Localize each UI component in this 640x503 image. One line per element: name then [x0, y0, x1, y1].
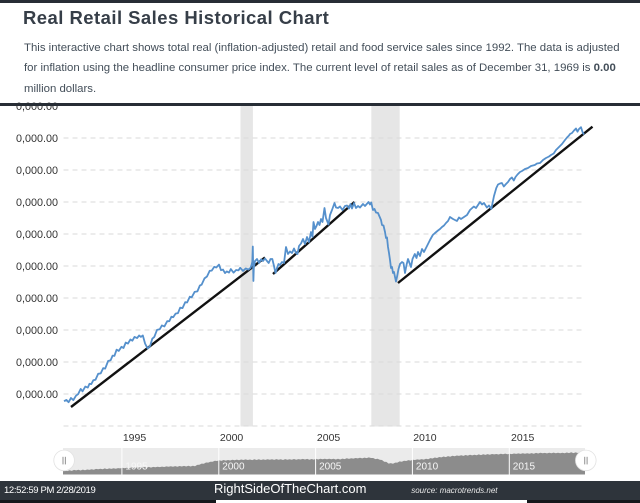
svg-text:0,000.00: 0,000.00: [16, 261, 58, 273]
svg-text:0,000.00: 0,000.00: [16, 389, 58, 401]
svg-text:0,000.00: 0,000.00: [16, 133, 58, 145]
svg-text:1995: 1995: [125, 462, 148, 473]
svg-text:2000: 2000: [220, 432, 244, 444]
svg-text:2015: 2015: [513, 462, 536, 473]
svg-text:2015: 2015: [511, 432, 535, 444]
svg-text:0,000.00: 0,000.00: [16, 197, 58, 209]
svg-text:2005: 2005: [319, 462, 342, 473]
svg-text:0,000.00: 0,000.00: [16, 357, 58, 369]
svg-text:2010: 2010: [413, 432, 437, 444]
svg-text:0,000.00: 0,000.00: [16, 229, 58, 241]
svg-text:2000: 2000: [222, 462, 245, 473]
svg-text:0,000.00: 0,000.00: [16, 165, 58, 177]
svg-text:0,000.00: 0,000.00: [16, 293, 58, 305]
svg-text:0,000.00: 0,000.00: [16, 325, 58, 337]
svg-text:1995: 1995: [123, 432, 147, 444]
svg-text:2005: 2005: [317, 432, 341, 444]
svg-text:2010: 2010: [416, 462, 439, 473]
